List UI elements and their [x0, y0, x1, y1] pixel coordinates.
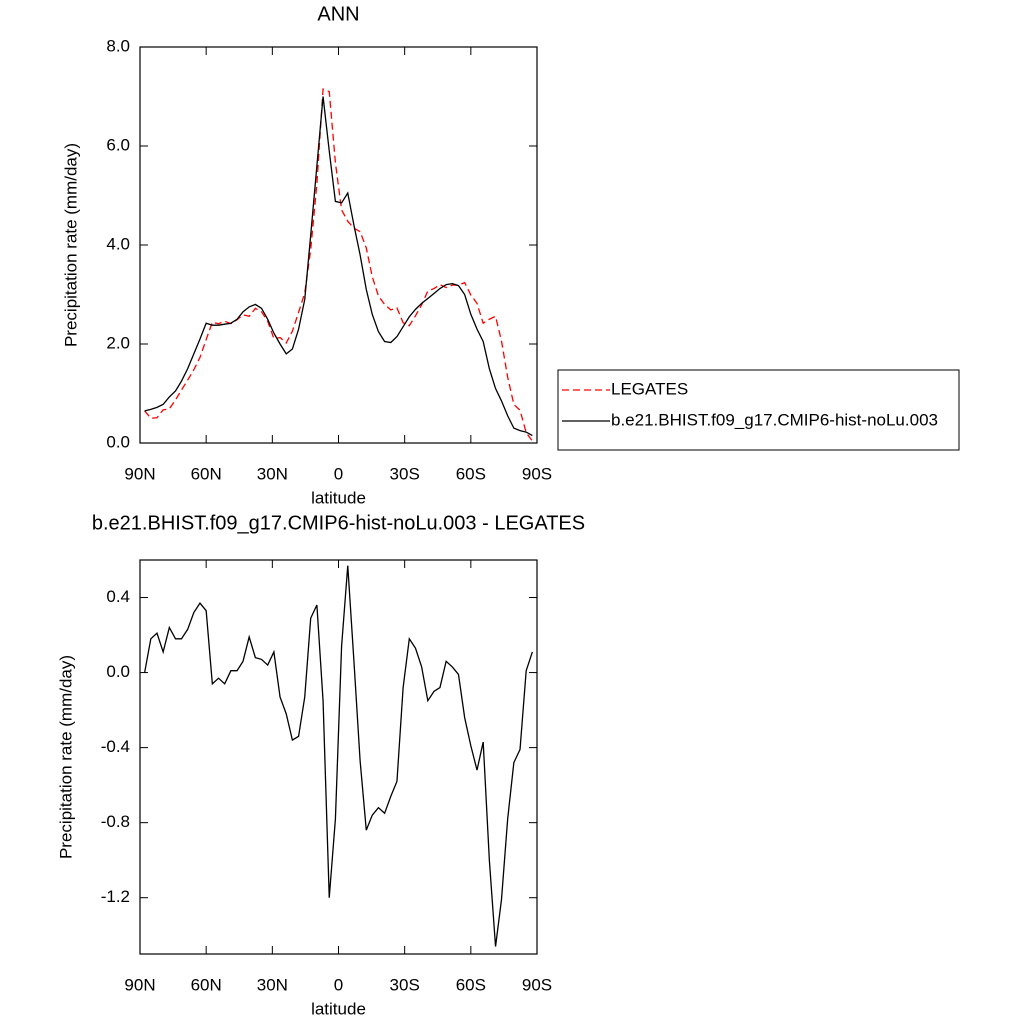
x-tick-label: 60N — [191, 975, 222, 994]
y-tick-label: 8.0 — [106, 36, 130, 55]
y-tick-label: 2.0 — [106, 333, 130, 352]
y-tick-label: 0.4 — [106, 587, 130, 606]
y-tick-label: 0.0 — [106, 432, 130, 451]
x-axis-label: latitude — [311, 488, 366, 507]
y-tick-label: -0.4 — [101, 737, 130, 756]
y-tick-label: 0.0 — [106, 662, 130, 681]
x-tick-label: 30S — [390, 975, 420, 994]
x-tick-label: 60S — [456, 464, 486, 483]
y-tick-label: -1.2 — [101, 887, 130, 906]
y-tick-label: 6.0 — [106, 135, 130, 154]
x-tick-label: 90S — [522, 975, 552, 994]
data-line — [144, 88, 533, 442]
plot-frame — [139, 46, 538, 444]
data-line — [144, 96, 533, 437]
data-line — [143, 565, 533, 947]
chart-title: ANN — [317, 3, 359, 25]
x-tick-label: 60S — [456, 975, 486, 994]
x-tick-label: 30N — [257, 464, 288, 483]
legend-box — [557, 369, 960, 451]
legend-label: LEGATES — [611, 379, 688, 398]
y-tick-label: -0.8 — [101, 812, 130, 831]
y-tick-label: 4.0 — [106, 234, 130, 253]
x-tick-label: 90S — [522, 464, 552, 483]
x-tick-label: 60N — [191, 464, 222, 483]
x-axis-label: latitude — [311, 999, 366, 1018]
x-tick-label: 0 — [334, 975, 343, 994]
y-axis-label: Precipitation rate (mm/day) — [56, 655, 75, 859]
plot-frame — [139, 559, 538, 955]
x-tick-label: 90N — [124, 464, 155, 483]
x-tick-label: 90N — [124, 975, 155, 994]
x-tick-label: 30S — [390, 464, 420, 483]
chart-title: b.e21.BHIST.f09_g17.CMIP6-hist-noLu.003 … — [92, 512, 585, 534]
y-axis-label: Precipitation rate (mm/day) — [61, 143, 80, 347]
x-tick-label: 0 — [334, 464, 343, 483]
x-tick-label: 30N — [257, 975, 288, 994]
legend-label: b.e21.BHIST.f09_g17.CMIP6-hist-noLu.003 — [611, 410, 938, 429]
